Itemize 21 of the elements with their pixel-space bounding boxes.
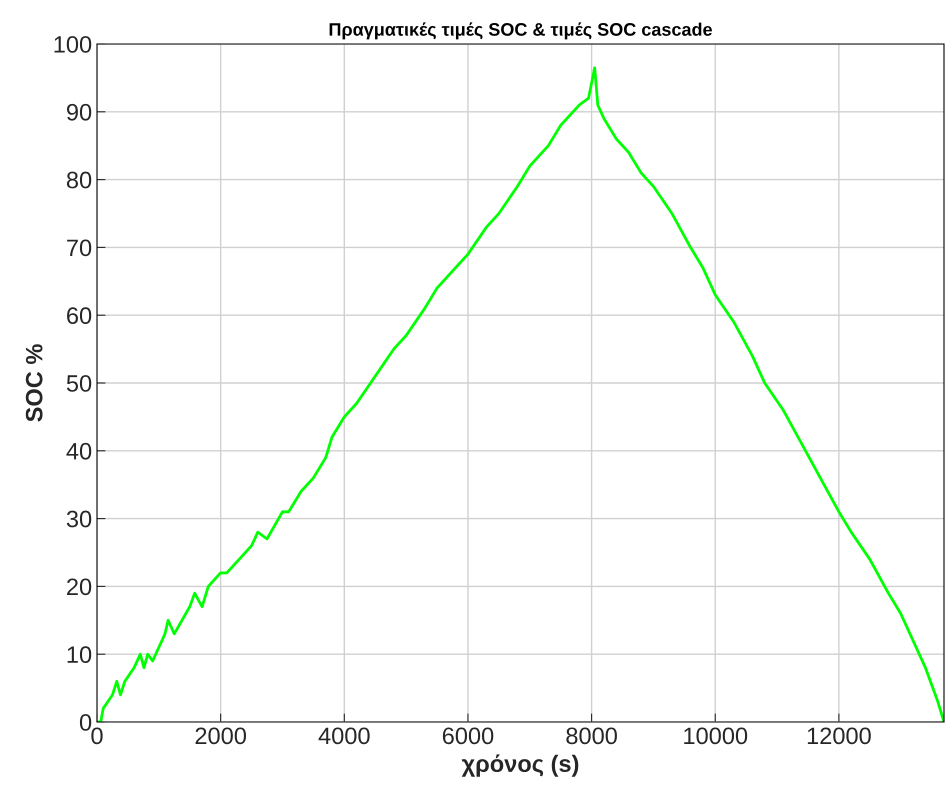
y-tick-label: 50 — [66, 375, 92, 392]
x-axis-title: χρόνος (s) — [462, 754, 578, 777]
x-tick-label: 4000 — [318, 727, 370, 744]
y-axis-title: SOC % — [26, 344, 43, 422]
x-tick-label: 6000 — [442, 727, 494, 744]
x-tick-label: 2000 — [196, 727, 246, 744]
y-tick-label: 10 — [68, 646, 92, 663]
x-tick-label: 8000 — [566, 727, 617, 744]
y-tick-label: 0 — [80, 714, 92, 731]
x-tick-label: 10000 — [684, 727, 748, 744]
y-tick-label: 20 — [67, 578, 92, 596]
y-tick-label: 30 — [66, 510, 92, 528]
y-tick-label: 60 — [67, 307, 92, 324]
y-tick-label: 80 — [66, 172, 92, 188]
y-tick-label: 100 — [54, 36, 92, 53]
x-tick-label: 0 — [91, 727, 103, 744]
y-tick-label: 90 — [66, 104, 92, 121]
x-tick-label: 12000 — [808, 727, 871, 744]
y-tick-label: 70 — [67, 239, 92, 256]
y-tick-label: 40 — [66, 442, 92, 460]
chart-title: Πραγματικές τιμές SOC & τιμές SOC cascade — [330, 22, 712, 40]
